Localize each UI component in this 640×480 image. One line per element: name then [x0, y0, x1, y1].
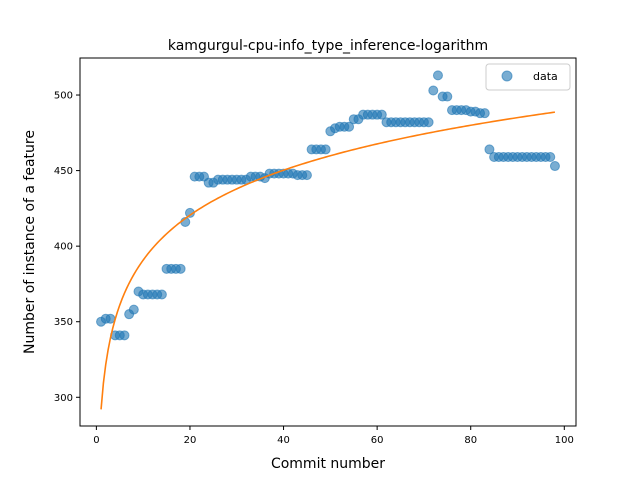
y-axis: 300 350 400 450 500	[54, 91, 80, 404]
data-point	[128, 304, 139, 315]
data-point	[432, 70, 443, 81]
data-point	[484, 144, 495, 155]
x-tick-label: 100	[555, 435, 574, 446]
plot-area	[96, 70, 560, 410]
data-point	[301, 170, 312, 181]
y-tick-label: 400	[54, 242, 73, 253]
x-tick-label: 80	[464, 435, 477, 446]
data-point	[344, 121, 355, 132]
data-point	[423, 117, 434, 128]
x-axis-label: Commit number	[271, 456, 385, 472]
data-point	[156, 289, 167, 300]
x-tick-label: 20	[184, 435, 197, 446]
legend: data	[485, 63, 571, 91]
data-point	[175, 263, 186, 274]
data-point	[320, 144, 331, 155]
x-tick-label: 60	[371, 435, 384, 446]
chart-title: kamgurgul-cpu-info_type_inference-logari…	[168, 38, 488, 54]
x-axis: 0 20 40 60 80 100	[93, 426, 574, 446]
y-axis-label: Number of instance of a feature	[22, 130, 38, 354]
data-point	[428, 85, 439, 96]
data-point	[479, 108, 490, 119]
y-tick-label: 300	[54, 393, 73, 404]
x-tick-label: 0	[93, 435, 99, 446]
data-point	[376, 109, 387, 120]
data-point	[119, 330, 130, 341]
y-tick-label: 350	[54, 317, 73, 328]
data-point	[545, 151, 556, 162]
data-point	[549, 161, 560, 172]
axes-frame	[79, 57, 577, 427]
y-tick-label: 450	[54, 166, 73, 177]
legend-label-data: data	[533, 70, 558, 83]
legend-marker-data	[501, 70, 513, 82]
fit-line	[100, 111, 556, 410]
data-point	[442, 91, 453, 102]
x-tick-label: 40	[277, 435, 290, 446]
data-point	[105, 313, 116, 324]
y-tick-label: 500	[54, 91, 73, 102]
